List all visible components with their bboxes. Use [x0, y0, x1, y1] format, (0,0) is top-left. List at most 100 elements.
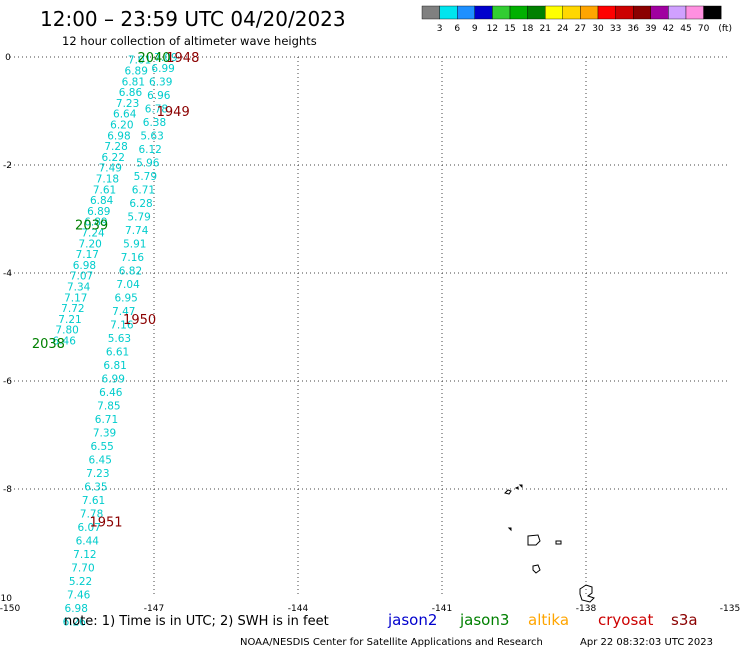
wave-height-value: 7.72 — [61, 303, 84, 315]
wave-height-value: 6.89 — [87, 206, 110, 218]
legend-jason2: jason2 — [387, 611, 437, 629]
scale-swatch — [527, 5, 546, 20]
scale-label: 15 — [504, 24, 515, 34]
pass-labels: 2040 2039 2038 1948 1949 1950 1951 — [32, 51, 199, 530]
chart-subtitle: 12 hour collection of altimeter wave hei… — [62, 34, 317, 48]
wave-height-value: 6.28 — [129, 198, 152, 210]
scale-swatch — [597, 5, 616, 20]
pass-number-label: 2039 — [75, 218, 108, 233]
y-tick-label: -6 — [3, 377, 12, 387]
wave-height-value: 7.80 — [55, 325, 78, 337]
satellite-legend: jason2 jason3 altika cryosat s3a — [387, 611, 698, 629]
pass-number-label: 1949 — [157, 105, 190, 120]
wave-height-value: 6.81 — [103, 360, 126, 372]
scale-label: 36 — [627, 24, 639, 34]
wave-height-value: 6.81 — [122, 76, 145, 88]
scale-label: 33 — [610, 24, 621, 34]
scale-swatch — [562, 5, 581, 20]
wave-height-value: 6.95 — [114, 292, 137, 304]
timestamp: Apr 22 08:32:03 UTC 2023 — [580, 637, 713, 648]
scale-swatch — [668, 5, 687, 20]
wave-height-value: 6.82 — [119, 265, 142, 277]
grid — [10, 56, 730, 597]
scale-swatch — [439, 5, 458, 20]
scale-swatch — [580, 5, 599, 20]
data-points: 7.016.896.816.867.236.646.206.987.286.22… — [53, 52, 178, 628]
plot-area: -150 -147 -144 -141 -138 -135 0 -2 -4 -6 -8 -10 7.0… — [0, 51, 740, 628]
wave-height-value: 7.34 — [67, 282, 91, 294]
color-scale: 3 6 9 12 15 18 21 24 27 30 33 36 39 42 45 70 (ft) — [421, 5, 732, 34]
scale-swatch — [615, 5, 634, 20]
chart-title: 12:00 – 23:59 UTC 04/20/2023 — [40, 7, 346, 31]
wave-height-value: 7.17 — [64, 292, 87, 304]
x-tick-label: -135 — [720, 604, 740, 614]
scale-swatch — [545, 5, 564, 20]
pass-number-label: 1951 — [89, 515, 122, 530]
wave-height-value: 6.45 — [89, 454, 112, 466]
wave-height-value: 7.46 — [67, 589, 91, 601]
wave-height-value: 7.47 — [112, 306, 135, 318]
wave-height-value: 7.09 — [154, 52, 177, 64]
scale-label: 30 — [592, 24, 604, 34]
wave-height-value: 6.71 — [132, 184, 155, 196]
scale-swatch — [492, 5, 511, 20]
scale-swatch — [421, 5, 440, 20]
wave-height-value: 7.49 — [99, 163, 122, 175]
island-shape — [507, 527, 512, 532]
wave-height-value: 6.89 — [125, 66, 148, 78]
wave-height-value: 6.99 — [102, 373, 125, 385]
scale-label: 42 — [663, 24, 674, 34]
wave-height-value: 6.64 — [113, 109, 137, 121]
scale-label: 24 — [557, 24, 569, 34]
scale-label: 27 — [575, 24, 586, 34]
wave-height-value: 5.79 — [127, 211, 150, 223]
wave-height-value: 6.20 — [110, 120, 133, 132]
scale-swatch — [633, 5, 652, 20]
wave-height-value: 5.96 — [136, 157, 160, 169]
axis-ticks: -150 -147 -144 -141 -138 -135 0 -2 -4 -6 -8 -10 — [0, 53, 740, 614]
scale-label: 45 — [680, 24, 691, 34]
wave-height-value: 6.99 — [151, 63, 174, 75]
wave-height-value: 7.07 — [70, 271, 93, 283]
island-shape — [579, 584, 595, 603]
scale-swatch — [703, 5, 722, 20]
wave-height-value: 6.98 — [65, 603, 88, 615]
wave-height-value: 6.38 — [143, 117, 166, 129]
x-tick-label: -147 — [144, 604, 164, 614]
wave-height-value: 6.71 — [95, 414, 118, 426]
scale-label: 70 — [698, 24, 710, 34]
wave-height-value: 7.28 — [104, 141, 127, 153]
wave-height-value: 6.35 — [84, 481, 107, 493]
wave-height-value: 5.79 — [134, 171, 157, 183]
wave-height-value: 6.44 — [76, 535, 100, 547]
wave-height-value: 6.12 — [138, 144, 161, 156]
scale-unit: (ft) — [718, 24, 732, 34]
wave-height-value: 6.39 — [149, 76, 172, 88]
pass-number-label: 1948 — [166, 51, 199, 66]
wave-height-value: 6.07 — [78, 522, 101, 534]
legend-cryosat: cryosat — [598, 611, 653, 629]
wave-height-value: 5.63 — [140, 130, 163, 142]
wave-height-value: 7.17 — [76, 249, 99, 261]
wave-height-value: 7.78 — [80, 508, 103, 520]
scale-label: 12 — [487, 24, 498, 34]
y-tick-label: -8 — [3, 485, 12, 495]
island-shape — [504, 484, 523, 495]
wave-height-value: 7.85 — [97, 400, 120, 412]
scale-label: 39 — [645, 24, 657, 34]
wave-height-value: 7.74 — [125, 225, 149, 237]
scale-swatch — [509, 5, 528, 20]
wave-height-value: 7.01 — [128, 55, 151, 67]
island-shape — [527, 534, 541, 546]
scale-swatch — [685, 5, 704, 20]
wave-height-value: 6.22 — [102, 152, 125, 164]
y-tick-label: -4 — [3, 269, 12, 279]
wave-height-value: 7.16 — [110, 319, 134, 331]
scale-label: 6 — [454, 24, 460, 34]
wave-height-value: 7.20 — [78, 238, 101, 250]
wave-height-value: 7.39 — [93, 427, 116, 439]
scale-label: 21 — [539, 24, 550, 34]
wave-height-value: 7.12 — [73, 549, 96, 561]
wave-height-value: 5.63 — [108, 333, 131, 345]
y-tick-label: 0 — [5, 53, 11, 63]
